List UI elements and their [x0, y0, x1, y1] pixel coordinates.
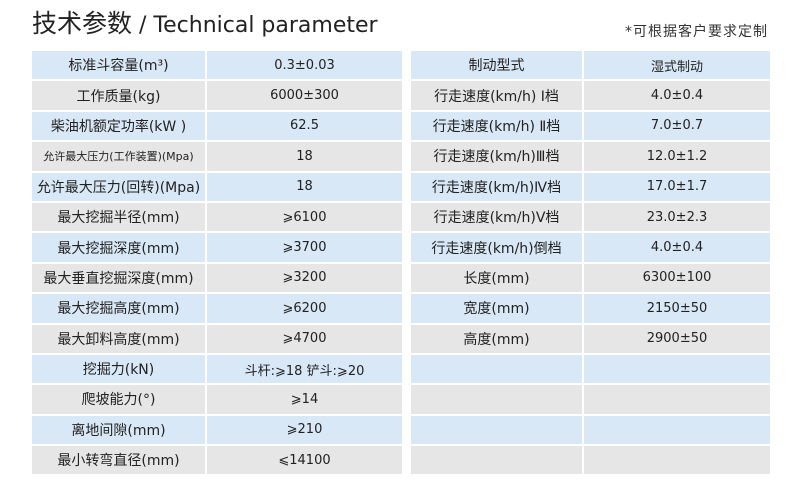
param-value	[584, 446, 770, 475]
table-row	[411, 385, 770, 414]
param-value	[584, 415, 770, 445]
param-label: 制动型式	[411, 51, 582, 80]
param-label: 允许最大压力(回转)(Mpa)	[32, 172, 205, 201]
table-row: 行走速度(km/h) Ⅱ档 7.0±0.7	[411, 111, 770, 141]
param-label: 最大挖掘高度(mm)	[32, 294, 205, 323]
param-label: 爬坡能力(°)	[32, 385, 205, 414]
title-separator: /	[132, 13, 154, 38]
table-row	[411, 415, 770, 445]
param-label	[411, 415, 582, 445]
param-label	[411, 354, 582, 384]
param-value: 12.0±1.2	[584, 142, 770, 171]
param-label: 最大挖掘深度(mm)	[32, 233, 205, 262]
table-row: 制动型式 湿式制动	[411, 51, 770, 80]
param-label: 最小转弯直径(mm)	[32, 446, 205, 475]
param-value: ⩾4700	[207, 324, 402, 353]
page-title: 技术参数 / Technical parameter	[32, 4, 378, 40]
param-label: 最大挖掘半径(mm)	[32, 202, 205, 232]
table-row: 离地间隙(mm) ⩾210	[32, 415, 402, 445]
param-value: 7.0±0.7	[584, 111, 770, 141]
table-row: 允许最大压力(回转)(Mpa) 18	[32, 172, 402, 201]
param-label: 长度(mm)	[411, 263, 582, 293]
table-row: 行走速度(km/h)Ⅳ档 17.0±1.7	[411, 172, 770, 201]
param-label: 允许最大压力(工作装置)(Mpa)	[32, 142, 205, 171]
param-value: 0.3±0.03	[207, 51, 402, 80]
param-value: 4.0±0.4	[584, 81, 770, 110]
param-label: 行走速度(km/h) Ⅱ档	[411, 111, 582, 141]
param-value: 4.0±0.4	[584, 233, 770, 262]
param-label: 标准斗容量(m³)	[32, 51, 205, 80]
title-en: Technical parameter	[153, 13, 378, 38]
param-value: 6300±100	[584, 263, 770, 293]
param-value: ⩾3700	[207, 233, 402, 262]
param-value: 斗杆:⩾18 铲斗:⩾20	[207, 354, 402, 384]
table-row: 高度(mm) 2900±50	[411, 324, 770, 353]
param-label	[411, 446, 582, 475]
param-label: 行走速度(km/h)Ⅴ档	[411, 202, 582, 232]
title-cn: 技术参数	[32, 9, 133, 38]
param-label: 行走速度(km/h) Ⅰ档	[411, 81, 582, 110]
table-row: 最小转弯直径(mm) ⩽14100	[32, 446, 402, 475]
param-value: 湿式制动	[584, 51, 770, 80]
param-value: 62.5	[207, 111, 402, 141]
table-row: 行走速度(km/h) Ⅰ档 4.0±0.4	[411, 81, 770, 110]
table-row: 行走速度(km/h)倒档 4.0±0.4	[411, 233, 770, 262]
param-value: 17.0±1.7	[584, 172, 770, 201]
table-row: 最大挖掘半径(mm) ⩾6100	[32, 202, 402, 232]
param-label: 柴油机额定功率(kW )	[32, 111, 205, 141]
param-value: 2900±50	[584, 324, 770, 353]
table-row	[411, 446, 770, 475]
table-row: 最大挖掘深度(mm) ⩾3700	[32, 233, 402, 262]
table-row: 标准斗容量(m³) 0.3±0.03	[32, 51, 402, 80]
table-row: 柴油机额定功率(kW ) 62.5	[32, 111, 402, 141]
table-row: 宽度(mm) 2150±50	[411, 294, 770, 323]
param-value: ⩾3200	[207, 263, 402, 293]
table-row: 挖掘力(kN) 斗杆:⩾18 铲斗:⩾20	[32, 354, 402, 384]
param-label	[411, 385, 582, 414]
param-label: 最大卸料高度(mm)	[32, 324, 205, 353]
param-label: 行走速度(km/h)Ⅳ档	[411, 172, 582, 201]
param-value: ⩾14	[207, 385, 402, 414]
table-row: 行走速度(km/h)Ⅲ档 12.0±1.2	[411, 142, 770, 171]
param-value: 2150±50	[584, 294, 770, 323]
param-value	[584, 354, 770, 384]
param-value: ⩾210	[207, 415, 402, 445]
param-label: 行走速度(km/h)倒档	[411, 233, 582, 262]
param-label: 行走速度(km/h)Ⅲ档	[411, 142, 582, 171]
param-label: 挖掘力(kN)	[32, 354, 205, 384]
param-value: 23.0±2.3	[584, 202, 770, 232]
param-label: 最大垂直挖掘深度(mm)	[32, 263, 205, 293]
param-label: 宽度(mm)	[411, 294, 582, 323]
param-value: ⩾6100	[207, 202, 402, 232]
param-value: 6000±300	[207, 81, 402, 110]
param-value: 18	[207, 172, 402, 201]
table-row: 行走速度(km/h)Ⅴ档 23.0±2.3	[411, 202, 770, 232]
param-value	[584, 385, 770, 414]
table-row: 允许最大压力(工作装置)(Mpa) 18	[32, 142, 402, 171]
table-row: 长度(mm) 6300±100	[411, 263, 770, 293]
table-row: 爬坡能力(°) ⩾14	[32, 385, 402, 414]
table-row: 最大卸料高度(mm) ⩾4700	[32, 324, 402, 353]
param-value: ⩾6200	[207, 294, 402, 323]
table-row	[411, 354, 770, 384]
table-row: 工作质量(kg) 6000±300	[32, 81, 402, 110]
table-row: 最大垂直挖掘深度(mm) ⩾3200	[32, 263, 402, 293]
left-spec-table: 标准斗容量(m³) 0.3±0.03 工作质量(kg) 6000±300 柴油机额定功率…	[30, 49, 404, 476]
param-label: 离地间隙(mm)	[32, 415, 205, 445]
param-label: 高度(mm)	[411, 324, 582, 353]
right-spec-table: 制动型式 湿式制动 行走速度(km/h) Ⅰ档 4.0±0.4 行走速度(km/h) Ⅱ…	[409, 49, 772, 476]
param-value: 18	[207, 142, 402, 171]
param-label: 工作质量(kg)	[32, 81, 205, 110]
customization-note: *可根据客户要求定制	[625, 24, 768, 40]
table-row: 最大挖掘高度(mm) ⩾6200	[32, 294, 402, 323]
param-value: ⩽14100	[207, 446, 402, 475]
